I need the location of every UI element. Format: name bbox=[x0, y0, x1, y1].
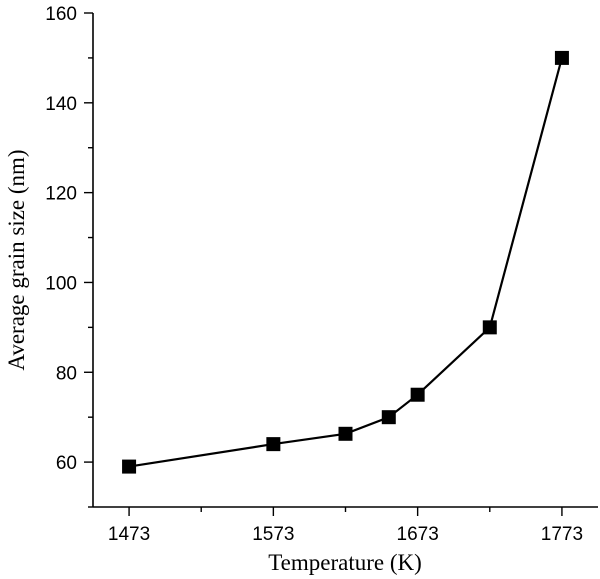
data-point-marker bbox=[482, 320, 497, 335]
y-tick-label: 60 bbox=[56, 453, 77, 474]
y-tick-label: 100 bbox=[45, 273, 77, 294]
x-tick-label: 1673 bbox=[397, 524, 439, 545]
data-point-marker bbox=[554, 50, 569, 65]
data-point-marker bbox=[122, 459, 137, 474]
data-point-marker bbox=[266, 437, 281, 452]
data-point-marker bbox=[381, 410, 396, 425]
x-tick-label: 1773 bbox=[541, 524, 583, 545]
series-line bbox=[128, 57, 563, 468]
x-tick-label: 1473 bbox=[108, 524, 150, 545]
data-point-marker bbox=[338, 426, 353, 441]
y-tick-label: 140 bbox=[45, 94, 77, 115]
y-tick-label: 160 bbox=[45, 4, 77, 25]
x-axis-title: Temperature (K) bbox=[268, 550, 422, 575]
x-tick-label: 1573 bbox=[252, 524, 294, 545]
y-axis-title: Average grain size (nm) bbox=[4, 149, 29, 370]
data-series bbox=[122, 50, 569, 474]
y-tick-label: 80 bbox=[56, 363, 77, 384]
data-point-marker bbox=[410, 387, 425, 402]
y-tick-label: 120 bbox=[45, 184, 77, 205]
axis-ticks: 60 80 100 120 140 160 1473 1573 1673 1773 bbox=[45, 4, 583, 545]
